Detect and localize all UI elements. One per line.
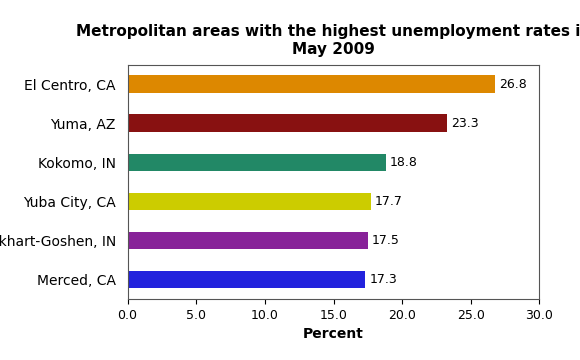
Text: 18.8: 18.8	[390, 156, 418, 169]
Bar	[128, 153, 386, 171]
Bar	[128, 231, 368, 249]
Bar	[128, 76, 495, 93]
Bar	[128, 114, 447, 132]
Bar	[128, 271, 365, 288]
X-axis label: Percent: Percent	[303, 327, 364, 341]
Bar	[128, 193, 371, 210]
Title: Metropolitan areas with the highest unemployment rates in
May 2009: Metropolitan areas with the highest unem…	[76, 24, 580, 57]
Text: 23.3: 23.3	[452, 117, 479, 130]
Text: 17.3: 17.3	[369, 273, 397, 286]
Text: 26.8: 26.8	[499, 78, 527, 91]
Text: 17.7: 17.7	[375, 195, 403, 208]
Text: 17.5: 17.5	[372, 234, 400, 247]
